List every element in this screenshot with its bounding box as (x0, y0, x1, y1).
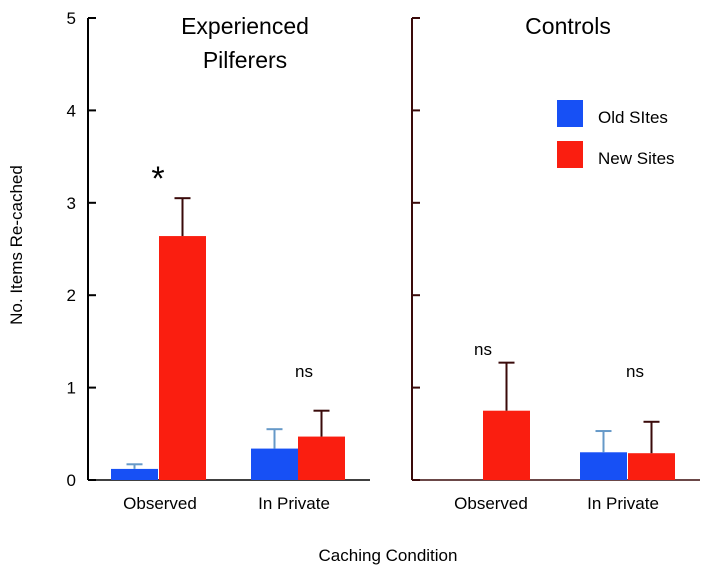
legend-label-new-sites: New Sites (598, 149, 675, 168)
bar-new-sites (298, 436, 345, 480)
left-y-axis: 0 1 2 3 4 5 (67, 9, 370, 490)
x-tick-label: Observed (123, 494, 197, 513)
ns-label: ns (295, 362, 313, 381)
legend-swatch-old-sites (557, 100, 583, 127)
chart-marks: Observed * In Private ns Observed ns In Privat… (111, 160, 675, 513)
significance-asterisk: * (151, 160, 164, 198)
y-tick-label: 3 (67, 194, 76, 213)
bar-new-sites (483, 410, 530, 480)
right-y-axis (411, 17, 700, 481)
right-panel-title: Controls (525, 13, 611, 39)
ns-label: ns (474, 340, 492, 359)
x-tick-label: Observed (454, 494, 528, 513)
bar-old-sites (111, 468, 158, 480)
bar-old-sites (580, 452, 627, 480)
left-panel-title-line-1: Experienced (181, 13, 309, 39)
y-tick-label: 2 (67, 286, 76, 305)
y-tick-label: 1 (67, 379, 76, 398)
x-axis-label: Caching Condition (319, 546, 458, 565)
left-panel-title-line-2: Pilferers (203, 47, 287, 73)
legend-label-old-sites: Old SItes (598, 108, 668, 127)
bar-old-sites (251, 448, 298, 480)
legend-swatch-new-sites (557, 141, 583, 168)
x-tick-label: In Private (587, 494, 659, 513)
y-tick-label: 4 (67, 101, 76, 120)
y-tick-label: 0 (67, 471, 76, 490)
ns-label: ns (626, 362, 644, 381)
y-tick-label: 5 (67, 9, 76, 28)
y-axis-label: No. Items Re-cached (7, 165, 26, 325)
bar-new-sites (628, 453, 675, 480)
x-tick-label: In Private (258, 494, 330, 513)
bar-new-sites (159, 236, 206, 480)
legend: Old SItes New Sites (557, 100, 675, 168)
